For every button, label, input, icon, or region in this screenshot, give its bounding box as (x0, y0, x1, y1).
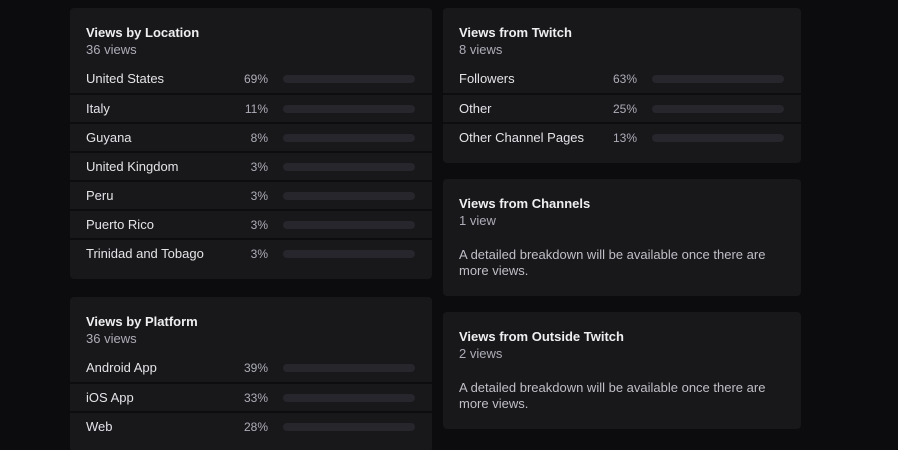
stat-row: Web 28% (70, 411, 432, 440)
stat-row: Trinidad and Tobago 3% (70, 238, 432, 267)
stat-row-label: United Kingdom (86, 159, 179, 174)
stat-row: Guyana 8% (70, 122, 432, 151)
stat-rows: United States 69% Italy 11% Guyana 8% Un… (70, 64, 432, 279)
stat-row-label: Other (459, 101, 492, 116)
stat-row: Other 25% (443, 93, 801, 122)
panel-header: Views from Outside Twitch 2 views (443, 312, 801, 368)
panel-header: Views from Twitch 8 views (443, 8, 801, 64)
stat-rows: Android App 39% iOS App 33% Web 28% (70, 353, 432, 450)
stat-row: Peru 3% (70, 180, 432, 209)
stat-row: United States 69% (70, 64, 432, 93)
panel-subtitle: 8 views (459, 42, 503, 57)
panel-subtitle: 1 view (459, 213, 496, 228)
stat-row-label: Italy (86, 101, 110, 116)
panel-title: Views from Channels (459, 196, 591, 211)
stat-row: Puerto Rico 3% (70, 209, 432, 238)
stat-bar-track (283, 191, 415, 200)
stat-row-percent: 8% (250, 130, 268, 145)
stat-row-percent: 63% (612, 71, 637, 86)
panel-subtitle: 2 views (459, 346, 503, 361)
stat-row-percent: 69% (243, 71, 268, 86)
stat-bar-track (283, 104, 415, 113)
stat-row: Other Channel Pages 13% (443, 122, 801, 151)
stat-row-percent: 3% (250, 246, 268, 261)
stat-row-label: Peru (86, 188, 114, 203)
panel-views-by-location: Views by Location 36 views United States… (70, 8, 432, 279)
stat-row: United Kingdom 3% (70, 151, 432, 180)
stat-bar-track (283, 74, 415, 83)
stat-bar-track (283, 249, 415, 258)
stat-row: Italy 11% (70, 93, 432, 122)
stat-row-percent: 11% (244, 101, 268, 116)
panel-subtitle: 36 views (86, 42, 137, 57)
panel-title: Views from Outside Twitch (459, 329, 624, 344)
stat-bar-track (652, 104, 784, 113)
panel-header: Views by Platform 36 views (70, 297, 432, 353)
stat-row-percent: 3% (250, 217, 268, 232)
stat-row-percent: 3% (250, 188, 268, 203)
panel-message: A detailed breakdown will be available o… (459, 380, 766, 411)
right-column: Views from Twitch 8 views Followers 63% … (443, 8, 801, 445)
stat-row-percent: 33% (243, 390, 268, 405)
panel-views-from-outside-twitch: Views from Outside Twitch 2 views A deta… (443, 312, 801, 429)
stat-bar-track (283, 363, 415, 372)
stat-bar-track (283, 133, 415, 142)
stat-row-percent: 3% (250, 159, 268, 174)
stat-row-label: iOS App (86, 390, 134, 405)
stat-row-label: Puerto Rico (86, 217, 154, 232)
stat-bar-track (283, 220, 415, 229)
stat-row-label: Guyana (86, 130, 132, 145)
stat-row-label: Android App (86, 360, 157, 375)
stat-row-label: Followers (459, 71, 515, 86)
stat-row-percent: 25% (612, 101, 637, 116)
stat-row: iOS App 33% (70, 382, 432, 411)
panel-views-from-twitch: Views from Twitch 8 views Followers 63% … (443, 8, 801, 163)
panel-header: Views by Location 36 views (70, 8, 432, 64)
panel-title: Views by Platform (86, 314, 198, 329)
stat-bar-track (652, 74, 784, 83)
stat-row-label: Trinidad and Tobago (86, 246, 204, 261)
panel-subtitle: 36 views (86, 331, 137, 346)
stat-row-label: United States (86, 71, 165, 86)
stat-row-label: Web (86, 419, 113, 434)
panel-views-by-platform: Views by Platform 36 views Android App 3… (70, 297, 432, 450)
stat-row-percent: 28% (243, 419, 268, 434)
stat-rows: Followers 63% Other 25% Other Channel Pa… (443, 64, 801, 163)
stat-bar-track (283, 422, 415, 431)
stat-row-label: Other Channel Pages (459, 130, 585, 145)
stat-row: Android App 39% (70, 353, 432, 382)
stat-row-percent: 13% (612, 130, 637, 145)
panel-title: Views by Location (86, 25, 200, 40)
stat-bar-track (283, 393, 415, 402)
panel-views-from-channels: Views from Channels 1 view A detailed br… (443, 179, 801, 296)
stat-bar-track (283, 162, 415, 171)
stat-row: Followers 63% (443, 64, 801, 93)
panel-message: A detailed breakdown will be available o… (459, 247, 766, 278)
stat-row-percent: 39% (243, 360, 268, 375)
panel-title: Views from Twitch (459, 25, 572, 40)
panel-header: Views from Channels 1 view (443, 179, 801, 235)
left-column: Views by Location 36 views United States… (70, 8, 432, 450)
stat-bar-track (652, 133, 784, 142)
